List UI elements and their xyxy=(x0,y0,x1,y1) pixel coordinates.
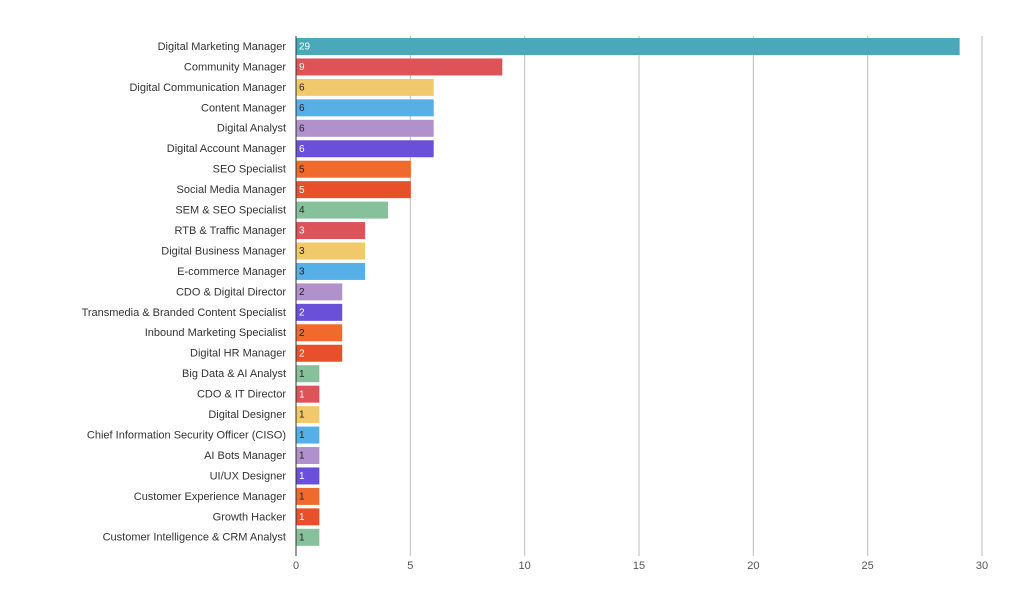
bar-value-label: 9 xyxy=(299,62,305,73)
category-label: Community Manager xyxy=(184,61,286,73)
bar-value-label: 29 xyxy=(299,42,311,53)
bar xyxy=(296,508,320,526)
bar xyxy=(296,78,434,96)
category-label: Chief Information Security Officer (CISO… xyxy=(87,429,286,441)
x-tick-label: 25 xyxy=(862,560,874,572)
category-label: RTB & Traffic Manager xyxy=(175,225,287,237)
category-label: Customer Experience Manager xyxy=(134,491,287,503)
bar-value-label: 6 xyxy=(299,83,305,94)
category-label: Social Media Manager xyxy=(177,184,287,196)
bar-value-label: 1 xyxy=(299,451,305,462)
x-tick-label: 20 xyxy=(747,560,759,572)
bar xyxy=(296,222,366,240)
bar-value-label: 2 xyxy=(299,307,305,318)
bar xyxy=(296,58,503,76)
bar xyxy=(296,283,343,301)
bar-value-label: 1 xyxy=(299,471,305,482)
category-label: Inbound Marketing Specialist xyxy=(145,327,286,339)
category-label: Digital Communication Manager xyxy=(129,82,286,94)
category-label: E-commerce Manager xyxy=(177,266,286,278)
bar xyxy=(296,528,320,546)
bar xyxy=(296,242,366,260)
bar xyxy=(296,447,320,464)
bar xyxy=(296,344,343,362)
bar-value-label: 4 xyxy=(299,205,305,216)
bar-value-label: 5 xyxy=(299,185,305,196)
bar-value-label: 1 xyxy=(299,410,305,421)
bar xyxy=(296,385,320,403)
category-label: Digital Business Manager xyxy=(161,245,286,257)
category-label: Growth Hacker xyxy=(213,511,287,523)
bar xyxy=(296,426,320,444)
category-label: Customer Intelligence & CRM Analyst xyxy=(103,532,286,544)
bar-value-label: 5 xyxy=(299,164,305,175)
bar xyxy=(296,38,960,55)
bar-value-label: 3 xyxy=(299,267,305,278)
category-label: Big Data & AI Analyst xyxy=(182,368,286,380)
x-tick-label: 15 xyxy=(633,560,645,572)
category-label: AI Bots Manager xyxy=(204,450,286,462)
bar-value-label: 1 xyxy=(299,492,305,503)
category-labels: Digital Marketing Manager Community Manag… xyxy=(82,41,287,544)
bar xyxy=(296,201,388,219)
bar xyxy=(296,324,343,342)
bar xyxy=(296,99,434,117)
category-label: Digital Account Manager xyxy=(167,143,287,155)
bar-value-label: 1 xyxy=(299,512,305,523)
bar-value-label: 2 xyxy=(299,328,305,339)
category-label: Content Manager xyxy=(201,102,286,114)
category-label: SEO Specialist xyxy=(213,164,286,176)
bar xyxy=(296,406,320,424)
category-label: Digital Designer xyxy=(208,409,286,421)
category-label: CDO & IT Director xyxy=(197,389,286,401)
bar-value-label: 1 xyxy=(299,389,305,400)
category-label: Transmedia & Branded Content Specialist xyxy=(82,307,286,319)
category-label: Digital Analyst xyxy=(217,123,286,135)
category-label: UI/UX Designer xyxy=(210,470,287,482)
bar xyxy=(296,119,434,137)
bar xyxy=(296,365,320,383)
bar xyxy=(296,262,366,280)
bar xyxy=(296,467,320,485)
bar-value-label: 3 xyxy=(299,226,305,237)
category-label: SEM & SEO Specialist xyxy=(175,205,286,217)
bar xyxy=(296,487,320,505)
x-tick-label: 10 xyxy=(519,560,531,572)
x-tick-label: 5 xyxy=(407,560,413,572)
bar-value-label: 1 xyxy=(299,430,305,441)
bar-value-label: 2 xyxy=(299,287,305,298)
category-label: CDO & Digital Director xyxy=(176,286,286,298)
bar-value-label: 2 xyxy=(299,348,305,359)
x-tick-label: 30 xyxy=(976,560,988,572)
bar-value-label: 6 xyxy=(299,103,305,114)
bar xyxy=(296,181,411,199)
bar-value-label: 3 xyxy=(299,246,305,257)
bar-value-label: 1 xyxy=(299,369,305,380)
category-label: Digital HR Manager xyxy=(190,348,286,360)
bar-value-label: 6 xyxy=(299,123,305,134)
bars: 29 9 6 6 6 6 5 5 4 3 3 3 2 2 2 2 1 1 1 1 1 1 1 1 1 xyxy=(296,38,960,546)
x-tick-label: 0 xyxy=(293,560,299,572)
bar xyxy=(296,140,434,158)
bar-value-label: 6 xyxy=(299,144,305,155)
bar-value-label: 1 xyxy=(299,532,305,543)
x-tick-labels: 0 5 10 15 20 25 30 xyxy=(293,560,988,572)
bar xyxy=(296,160,411,178)
grid-lines xyxy=(409,36,983,556)
category-label: Digital Marketing Manager xyxy=(158,41,287,53)
bar xyxy=(296,303,343,321)
